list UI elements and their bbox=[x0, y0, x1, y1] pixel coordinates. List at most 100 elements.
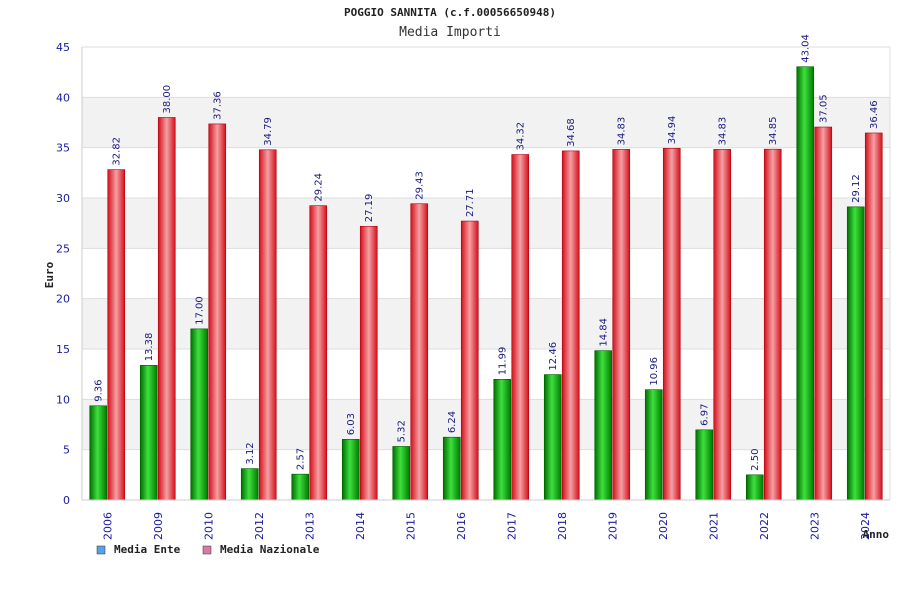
legend-label-media-nazionale: Media Nazionale bbox=[220, 543, 320, 556]
y-tick-label: 5 bbox=[63, 444, 70, 457]
data-label-media-nazionale-2021: 34.83 bbox=[718, 117, 729, 146]
x-tick-label-2024: 2024 bbox=[859, 512, 872, 540]
bar-media-nazionale-2010 bbox=[208, 123, 227, 501]
legend-swatch-media-nazionale bbox=[202, 545, 212, 555]
bar-media-ente-2023 bbox=[796, 66, 815, 501]
bar-media-nazionale-2024 bbox=[864, 132, 883, 501]
bar-media-ente-2009 bbox=[139, 365, 158, 501]
data-label-media-nazionale-2024: 36.46 bbox=[869, 100, 880, 129]
y-tick-label: 25 bbox=[56, 242, 70, 255]
x-tick-label-2022: 2022 bbox=[758, 512, 771, 540]
y-tick-label: 0 bbox=[63, 494, 70, 507]
data-label-media-ente-2020: 10.96 bbox=[649, 357, 660, 386]
bar-media-ente-2006 bbox=[89, 405, 108, 501]
data-label-media-nazionale-2012: 34.79 bbox=[263, 117, 274, 146]
x-tick-label-2009: 2009 bbox=[152, 512, 165, 540]
bar-media-ente-2015 bbox=[392, 446, 411, 501]
bar-media-ente-2012 bbox=[240, 468, 259, 501]
data-label-media-nazionale-2023: 37.05 bbox=[819, 94, 830, 123]
y-tick-label: 40 bbox=[56, 91, 70, 104]
bar-media-nazionale-2021 bbox=[713, 149, 732, 501]
data-labels: 9.36 32.82 13.38 38.00 17.00 37.36 3.12 34.79 2.… bbox=[94, 34, 881, 471]
bar-media-ente-2022 bbox=[745, 474, 764, 501]
data-label-media-ente-2021: 6.97 bbox=[700, 404, 711, 426]
x-tick-label-2012: 2012 bbox=[253, 512, 266, 540]
y-ticks: 0 5 10 15 20 25 30 35 40 45 bbox=[56, 41, 70, 507]
data-label-media-nazionale-2022: 34.85 bbox=[768, 117, 779, 146]
x-tick-label-2015: 2015 bbox=[404, 512, 417, 540]
data-label-media-ente-2024: 29.12 bbox=[851, 174, 862, 203]
data-label-media-ente-2006: 9.36 bbox=[94, 380, 105, 402]
data-label-media-nazionale-2006: 32.82 bbox=[112, 137, 123, 166]
bar-media-nazionale-2018 bbox=[561, 150, 580, 501]
bar-media-nazionale-2006 bbox=[107, 169, 126, 501]
data-label-media-nazionale-2019: 34.83 bbox=[617, 117, 628, 146]
data-label-media-ente-2018: 12.46 bbox=[548, 342, 559, 371]
data-label-media-nazionale-2009: 38.00 bbox=[162, 85, 173, 114]
data-label-media-nazionale-2014: 27.19 bbox=[364, 194, 375, 223]
chart-subtitle: Media Importi bbox=[399, 25, 501, 40]
x-tick-label-2010: 2010 bbox=[202, 512, 215, 540]
bar-media-nazionale-2013 bbox=[309, 205, 328, 501]
data-label-media-nazionale-2016: 27.71 bbox=[465, 188, 476, 217]
x-tick-label-2016: 2016 bbox=[455, 512, 468, 540]
x-tick-label-2020: 2020 bbox=[657, 512, 670, 540]
y-tick-label: 10 bbox=[56, 393, 70, 406]
x-tick-label-2023: 2023 bbox=[808, 512, 821, 540]
data-label-media-ente-2014: 6.03 bbox=[346, 413, 357, 435]
grid-band bbox=[82, 47, 890, 98]
bar-media-nazionale-2022 bbox=[763, 148, 782, 501]
bar-media-ente-2016 bbox=[442, 436, 461, 501]
y-tick-label: 20 bbox=[56, 293, 70, 306]
bar-media-ente-2014 bbox=[341, 438, 360, 501]
x-tick-label-2018: 2018 bbox=[556, 512, 569, 540]
legend-label-media-ente: Media Ente bbox=[114, 543, 181, 556]
y-tick-label: 30 bbox=[56, 192, 70, 205]
axes bbox=[81, 46, 891, 501]
x-tick-label-2021: 2021 bbox=[707, 512, 720, 540]
bar-media-ente-2020 bbox=[644, 389, 663, 501]
bars bbox=[89, 66, 883, 501]
bar-media-ente-2013 bbox=[291, 473, 310, 501]
bar-media-ente-2010 bbox=[190, 328, 209, 501]
x-tick-label-2006: 2006 bbox=[101, 512, 114, 540]
x-axis-label: Anno bbox=[863, 528, 890, 541]
data-label-media-ente-2022: 2.50 bbox=[750, 449, 761, 471]
bar-media-ente-2021 bbox=[695, 429, 714, 501]
bar-media-nazionale-2014 bbox=[359, 225, 378, 501]
x-tick-label-2014: 2014 bbox=[354, 512, 367, 540]
bar-media-nazionale-2023 bbox=[814, 126, 833, 501]
y-tick-label: 35 bbox=[56, 142, 70, 155]
legend: Media Ente Media Nazionale bbox=[96, 543, 320, 556]
data-label-media-ente-2017: 11.99 bbox=[498, 347, 509, 376]
x-tick-label-2017: 2017 bbox=[505, 512, 518, 540]
data-label-media-ente-2010: 17.00 bbox=[195, 296, 206, 325]
data-label-media-ente-2013: 2.57 bbox=[296, 448, 307, 470]
data-label-media-nazionale-2020: 34.94 bbox=[667, 116, 678, 145]
bar-media-ente-2024 bbox=[846, 206, 865, 501]
bar-media-nazionale-2019 bbox=[612, 149, 631, 501]
bar-media-nazionale-2012 bbox=[258, 149, 277, 501]
data-label-media-ente-2009: 13.38 bbox=[144, 333, 155, 362]
y-tick-label: 15 bbox=[56, 343, 70, 356]
y-tick-label: 45 bbox=[56, 41, 70, 54]
y-axis-label: Euro bbox=[43, 261, 56, 288]
data-label-media-nazionale-2015: 29.43 bbox=[415, 171, 426, 200]
bar-media-ente-2017 bbox=[493, 379, 512, 501]
bar-media-nazionale-2016 bbox=[460, 220, 479, 501]
data-label-media-nazionale-2017: 34.32 bbox=[516, 122, 527, 151]
legend-swatch-media-ente bbox=[96, 545, 106, 555]
bar-media-ente-2019 bbox=[594, 350, 613, 501]
data-label-media-ente-2015: 5.32 bbox=[397, 420, 408, 442]
bar-media-nazionale-2020 bbox=[662, 147, 681, 501]
x-tick-label-2013: 2013 bbox=[303, 512, 316, 540]
chart-title: POGGIO SANNITA (c.f.00056650948) bbox=[344, 6, 556, 19]
data-label-media-nazionale-2013: 29.24 bbox=[314, 173, 325, 202]
bar-media-ente-2018 bbox=[543, 374, 562, 501]
data-label-media-nazionale-2018: 34.68 bbox=[566, 118, 577, 147]
bar-media-nazionale-2017 bbox=[511, 154, 530, 501]
data-label-media-ente-2012: 3.12 bbox=[245, 442, 256, 464]
data-label-media-ente-2016: 6.24 bbox=[447, 411, 458, 433]
data-label-media-ente-2019: 14.84 bbox=[599, 318, 610, 347]
